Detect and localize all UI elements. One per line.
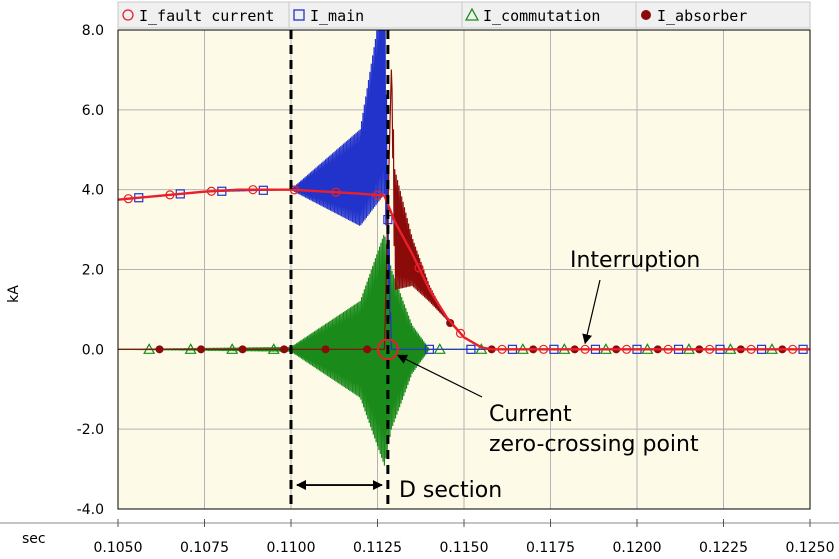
data-point (372, 190, 383, 200)
data-point (663, 344, 673, 354)
annotation-arrow (582, 279, 601, 345)
y-tick-label: 4.0 (82, 183, 104, 199)
y-axis-label: kA (6, 285, 22, 303)
data-point (466, 344, 476, 354)
x-tick-label: 0.1225 (699, 540, 748, 556)
data-point (331, 187, 341, 197)
legend-item: I_absorber (635, 1, 811, 29)
legend-marker (641, 10, 651, 20)
data-point (321, 345, 330, 354)
data-point (341, 175, 351, 185)
data-point (197, 345, 206, 354)
data-point (788, 344, 798, 354)
x-tick-label: 0.1175 (526, 540, 575, 556)
data-point (580, 344, 590, 354)
series-line (118, 188, 810, 351)
x-tick-label: 0.1075 (180, 540, 229, 556)
annotation-zero-crossing-line2: zero-crossing point (489, 432, 699, 457)
legend-item: I_fault current (117, 1, 290, 29)
data-point (238, 345, 247, 354)
legend-label: I_fault current (139, 7, 274, 25)
x-tick-label: 0.1200 (613, 540, 662, 556)
legend-item: I_commutation (461, 1, 637, 29)
x-tick-label: 0.1100 (267, 540, 316, 556)
y-tick-label: 6.0 (82, 103, 104, 119)
data-point (538, 344, 549, 354)
x-tick-label: 0.1250 (786, 540, 835, 556)
legend-label: I_commutation (483, 7, 600, 25)
y-tick-label: -4.0 (77, 502, 104, 518)
legend-item-box (461, 1, 637, 29)
data-point (622, 344, 632, 354)
axis-ticks: 0.1050 0.1075 0.1100 0.1125 0.1150 0.1175 0.12… (77, 23, 835, 556)
data-point (705, 344, 715, 354)
legend-marker (293, 9, 305, 21)
legend-item-box (288, 1, 463, 29)
data-point (165, 190, 175, 200)
legend-label: I_absorber (657, 7, 747, 25)
y-tick-label: 8.0 (82, 23, 104, 39)
data-point (206, 186, 217, 196)
data-point (123, 194, 133, 204)
x-tick-label: 0.1125 (353, 540, 402, 556)
annotation-zero-crossing: Current (489, 402, 572, 427)
data-point (280, 345, 289, 354)
legend-label: I_main (310, 7, 364, 25)
annotation-d-section: D section (399, 478, 502, 503)
data-point (363, 345, 372, 354)
legend-marker (464, 7, 480, 21)
legend: I_fault current I_main I_commutation I_abso… (117, 1, 811, 29)
x-tick-label: 0.1050 (94, 540, 143, 556)
data-point (424, 344, 434, 354)
data-point (248, 185, 258, 195)
plot-border (117, 29, 811, 510)
annotation-interruption: Interruption (570, 248, 700, 273)
legend-item: I_main (288, 1, 463, 29)
data-point (746, 344, 756, 354)
y-tick-label: 2.0 (82, 263, 104, 279)
data-point (414, 263, 424, 273)
data-point (455, 328, 466, 338)
legend-marker (122, 9, 134, 21)
series-i_fault-current (118, 185, 810, 354)
vertical-lines (289, 30, 390, 509)
data-point (497, 344, 507, 354)
data-point (289, 185, 300, 195)
x-axis-label: sec (22, 531, 46, 547)
series-layer (118, 30, 810, 466)
data-point (155, 345, 164, 354)
legend-item-box (635, 1, 811, 29)
y-tick-label: -2.0 (77, 422, 104, 438)
zero-crossing-marker (376, 338, 399, 361)
annotation-arrow (396, 354, 483, 398)
y-tick-label: 0.0 (82, 342, 104, 358)
x-tick-label: 0.1150 (440, 540, 489, 556)
annotations: Interruption Current zero-crossing point D … (296, 248, 700, 503)
